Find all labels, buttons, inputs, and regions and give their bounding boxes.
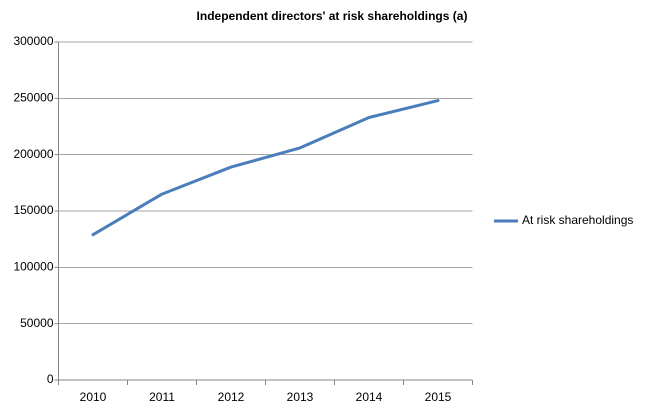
x-tick-label: 2014 bbox=[356, 390, 383, 404]
data-line bbox=[91, 99, 440, 237]
y-tick-label: 50000 bbox=[20, 316, 54, 330]
y-tick-label: 300000 bbox=[13, 34, 53, 48]
x-tick-label: 2015 bbox=[425, 390, 452, 404]
x-tick-label: 2010 bbox=[80, 390, 107, 404]
y-tick-label: 0 bbox=[47, 372, 54, 386]
x-tick-label: 2013 bbox=[287, 390, 314, 404]
y-tick-label: 100000 bbox=[13, 260, 53, 274]
y-tick-label: 200000 bbox=[13, 147, 53, 161]
y-tick-label: 150000 bbox=[13, 203, 53, 217]
legend-label: At risk shareholdings bbox=[522, 213, 633, 227]
x-tick-label: 2011 bbox=[149, 390, 175, 404]
chart-title: Independent directors' at risk sharehold… bbox=[197, 9, 468, 23]
y-tick-label: 250000 bbox=[13, 91, 53, 105]
x-tick-label: 2012 bbox=[218, 390, 245, 404]
